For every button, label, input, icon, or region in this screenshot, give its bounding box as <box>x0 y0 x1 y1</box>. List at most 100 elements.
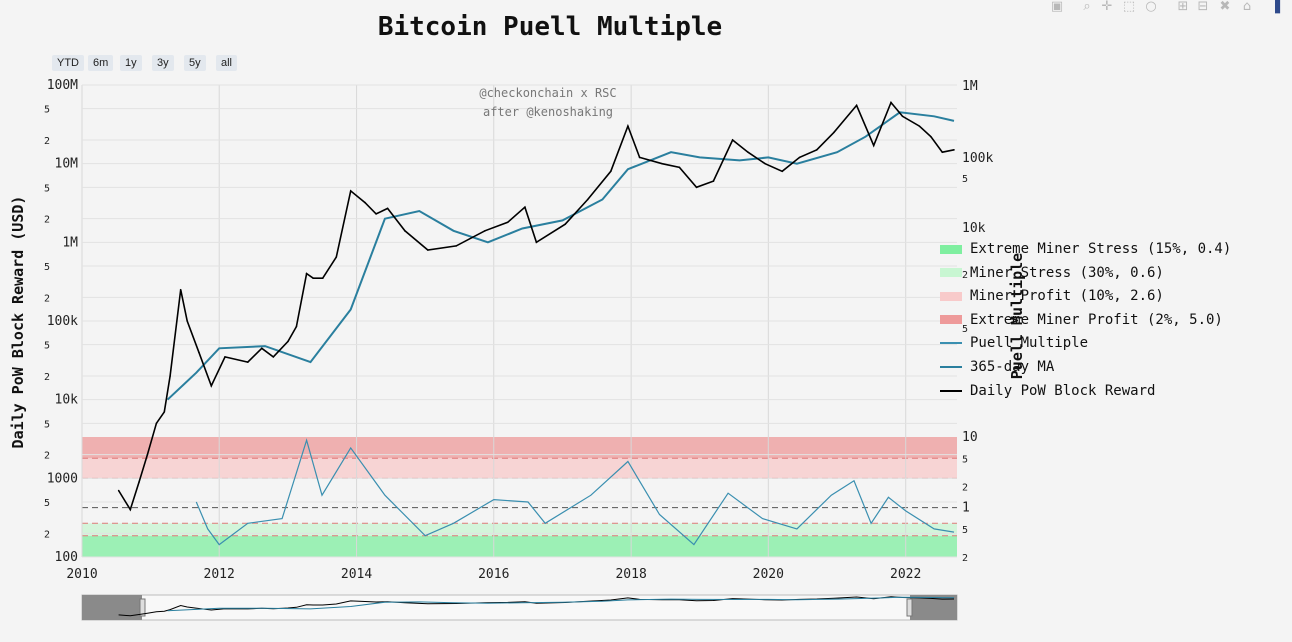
box-select-icon[interactable]: ⬚ <box>1122 0 1136 14</box>
reward-point-48 <box>855 104 858 107</box>
reward-point-27 <box>455 245 457 247</box>
range-button-all[interactable]: all <box>216 55 238 71</box>
legend-label: Puell Multiple <box>970 335 1089 352</box>
reward-point-30 <box>524 206 526 208</box>
range-button-ytd[interactable]: YTD <box>52 55 84 71</box>
legend-swatch-icon <box>940 366 962 368</box>
y-left-tick-3: 1000 <box>47 471 78 486</box>
legend-label: Daily PoW Block Reward <box>970 382 1156 399</box>
x-tick-2020: 2020 <box>753 567 784 582</box>
range-button-1y[interactable]: 1y <box>120 55 142 71</box>
reward-point-26 <box>426 249 429 251</box>
band-0 <box>82 535 957 557</box>
range-slider-ma-preview <box>167 596 955 612</box>
y-left-tick-11: 5 <box>44 262 50 273</box>
legend-swatch-icon <box>940 291 962 301</box>
camera-icon[interactable]: ▣ <box>1050 0 1064 14</box>
reward-point-43 <box>764 162 766 165</box>
y-left-tick-17: 5 <box>44 105 50 116</box>
reward-point-35 <box>627 125 629 127</box>
plotly-logo-icon[interactable]: ▐ <box>1270 0 1280 14</box>
reward-point-33 <box>586 198 589 201</box>
reward-point-28 <box>484 230 486 232</box>
reward-point-4 <box>155 422 158 425</box>
series-layer <box>117 100 955 546</box>
reward-point-10 <box>210 385 213 387</box>
legend-label: Extreme Miner Profit (2%, 5.0) <box>970 311 1223 328</box>
y-left-tick-16: 2 <box>44 136 50 147</box>
legend-item-4[interactable]: Puell Multiple <box>940 335 1088 355</box>
legend-swatch-icon <box>940 268 962 278</box>
reward-point-2 <box>138 481 140 483</box>
band-1 <box>82 523 957 536</box>
watermark-layer: @checkonchain x RSC after @kenoshaking <box>479 86 616 119</box>
autoscale-icon[interactable]: ✖ <box>1219 0 1231 14</box>
reward-point-25 <box>404 230 406 232</box>
y-right-upper-tick-1: 5 <box>962 174 968 185</box>
y-left-tick-10: 2 <box>44 293 50 304</box>
reward-point-20 <box>335 256 338 258</box>
pan-icon[interactable]: ✛ <box>1101 0 1113 14</box>
y-right-upper-tick-4: 5 <box>962 324 968 335</box>
home-icon[interactable]: ⌂ <box>1242 0 1252 14</box>
y-right-upper-tick-0: 100k <box>962 151 993 166</box>
reward-point-40 <box>712 180 715 182</box>
y-left-tick-6: 10k <box>55 393 79 408</box>
legend-item-2[interactable]: Miner Profit (10%, 2.6) <box>940 288 1164 308</box>
range-button-3y[interactable]: 3y <box>152 55 174 71</box>
x-tick-2014: 2014 <box>341 567 372 582</box>
legend-item-3[interactable]: Extreme Miner Profit (2%, 5.0) <box>940 312 1223 332</box>
watermark-line-0: @checkonchain x RSC <box>479 86 616 100</box>
y-left-tick-13: 2 <box>44 215 50 226</box>
reward-point-24 <box>386 207 389 210</box>
legend-item-6[interactable]: Daily PoW Block Reward <box>940 383 1155 403</box>
legend-item-0[interactable]: Extreme Miner Stress (15%, 0.4) <box>940 241 1231 261</box>
legend-label: Miner Profit (10%, 2.6) <box>970 288 1164 305</box>
zoom-out-icon[interactable]: ⊟ <box>1197 0 1209 14</box>
grid-layer <box>81 84 957 558</box>
reward-point-9 <box>198 351 200 354</box>
y-left-tick-12: 1M <box>62 235 78 250</box>
reward-point-55 <box>953 149 955 151</box>
range-button-5y[interactable]: 5y <box>184 55 206 71</box>
reward-point-22 <box>364 201 366 204</box>
x-tick-2010: 2010 <box>66 567 97 582</box>
range-slider-handle-right[interactable] <box>906 598 913 617</box>
lasso-select-icon[interactable]: ○ <box>1145 0 1157 14</box>
reward-point-39 <box>695 186 698 189</box>
legend-item-1[interactable]: Miner Stress (30%, 0.6) <box>940 265 1164 285</box>
y-right-lower-tick-4: 5 <box>962 454 968 465</box>
reward-point-50 <box>890 101 892 104</box>
legend-label: Extreme Miner Stress (15%, 0.4) <box>970 241 1232 257</box>
band-3 <box>82 437 957 459</box>
y-right-lower-tick-1: 5 <box>962 525 968 536</box>
reward-point-18 <box>312 277 314 279</box>
reward-point-3 <box>146 453 149 456</box>
reward-point-14 <box>272 356 275 358</box>
zoom-icon[interactable]: ⌕ <box>1083 0 1091 14</box>
y-right-upper-tick-3: 2 <box>962 270 968 281</box>
reward-point-36 <box>638 156 641 159</box>
reward-point-8 <box>186 320 189 322</box>
reward-point-16 <box>295 325 298 328</box>
band-2 <box>82 458 957 479</box>
reward-point-37 <box>661 162 663 165</box>
reward-point-12 <box>246 361 249 363</box>
y-left-tick-4: 2 <box>44 451 50 462</box>
reward-point-13 <box>261 347 263 350</box>
range-button-6m[interactable]: 6m <box>88 55 114 71</box>
y-left-tick-7: 2 <box>44 372 50 383</box>
range-slider-handle-left[interactable] <box>139 598 146 617</box>
zoom-in-icon[interactable]: ⊞ <box>1177 0 1189 14</box>
reward-point-53 <box>930 135 932 138</box>
legend-item-5[interactable]: 365-day MA <box>940 359 1054 379</box>
series-daily-pow-block-reward <box>117 100 955 512</box>
y-left-tick-2: 5 <box>44 498 50 509</box>
x-tick-2018: 2018 <box>615 567 646 582</box>
chart-title: Bitcoin Puell Multiple <box>377 12 723 42</box>
reward-point-34 <box>610 170 612 173</box>
y-right-lower-tick-2: 1 <box>962 501 970 516</box>
reward-point-42 <box>747 151 749 153</box>
